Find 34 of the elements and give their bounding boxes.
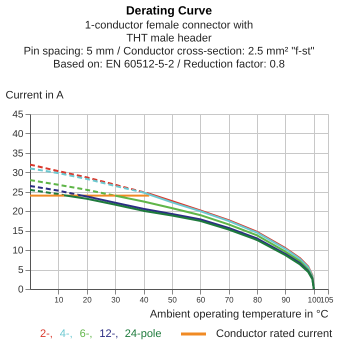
text: 6-, (80, 328, 92, 340)
x-tick-label: 105 (320, 296, 334, 304)
y-tick-label: 20 (12, 206, 24, 218)
x-tick-label: 10 (54, 296, 64, 304)
x-tick-label: 30 (111, 296, 121, 304)
text: 24-pole (124, 328, 162, 340)
y-tick-label: 35 (12, 148, 24, 160)
y-axis-title: Current in A (6, 90, 64, 102)
text: THT male header (126, 32, 212, 44)
x-tick-label: 60 (196, 296, 206, 304)
text: 4-, (60, 328, 73, 340)
x-tick-label: 100 (308, 296, 322, 304)
x-axis-title: Ambient operating temperature in °C (150, 308, 329, 320)
y-tick-label: 45 (12, 110, 24, 120)
x-tick-label: 70 (224, 296, 234, 304)
text: 12-, (99, 328, 118, 340)
text: Pin spacing: 5 mm / Conductor cross-section: 2.5 mm² "f-st" (24, 46, 314, 58)
x-tick-label: 40 (140, 296, 150, 304)
x-tick-label: 50 (168, 296, 178, 304)
y-tick-label: 30 (12, 168, 24, 179)
y-tick-label: 10 (12, 246, 24, 257)
text: 1-conductor female connector with (84, 20, 254, 32)
y-tick-label: 5 (18, 265, 24, 276)
chart-title: Derating Curve (126, 4, 212, 18)
y-tick-label: 40 (12, 128, 24, 140)
text: Based on: EN 60512-5-2 / Reduction factor: 0.8 (53, 58, 285, 70)
legend-label: Conductor rated current (216, 328, 332, 340)
x-tick-label: 80 (253, 296, 263, 304)
x-tick-label: 90 (281, 296, 291, 304)
text: 2-, (40, 328, 53, 340)
y-tick-label: 0 (18, 284, 24, 296)
y-tick-label: 15 (12, 226, 24, 238)
y-tick-label: 25 (12, 187, 24, 198)
x-tick-label: 20 (82, 296, 92, 304)
